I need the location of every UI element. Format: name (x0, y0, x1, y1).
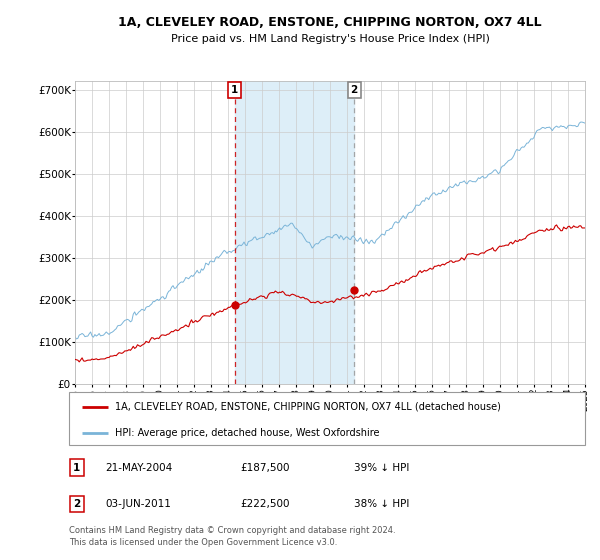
Text: 2: 2 (350, 85, 358, 95)
Text: 1: 1 (231, 85, 238, 95)
Text: Price paid vs. HM Land Registry's House Price Index (HPI): Price paid vs. HM Land Registry's House … (170, 34, 490, 44)
Text: 21-MAY-2004: 21-MAY-2004 (105, 463, 172, 473)
Text: HPI: Average price, detached house, West Oxfordshire: HPI: Average price, detached house, West… (115, 428, 380, 438)
Text: 1A, CLEVELEY ROAD, ENSTONE, CHIPPING NORTON, OX7 4LL (detached house): 1A, CLEVELEY ROAD, ENSTONE, CHIPPING NOR… (115, 402, 502, 412)
Bar (235, 81, 354, 384)
Text: 39% ↓ HPI: 39% ↓ HPI (354, 463, 409, 473)
Text: Contains HM Land Registry data © Crown copyright and database right 2024.: Contains HM Land Registry data © Crown c… (69, 526, 395, 535)
Text: This data is licensed under the Open Government Licence v3.0.: This data is licensed under the Open Gov… (69, 538, 337, 547)
Text: £222,500: £222,500 (240, 499, 290, 509)
Text: £187,500: £187,500 (240, 463, 290, 473)
Text: 1: 1 (73, 463, 80, 473)
Text: 2: 2 (73, 499, 80, 509)
Text: 03-JUN-2011: 03-JUN-2011 (105, 499, 171, 509)
Text: 38% ↓ HPI: 38% ↓ HPI (354, 499, 409, 509)
Text: 1A, CLEVELEY ROAD, ENSTONE, CHIPPING NORTON, OX7 4LL: 1A, CLEVELEY ROAD, ENSTONE, CHIPPING NOR… (118, 16, 542, 29)
FancyBboxPatch shape (69, 392, 585, 445)
